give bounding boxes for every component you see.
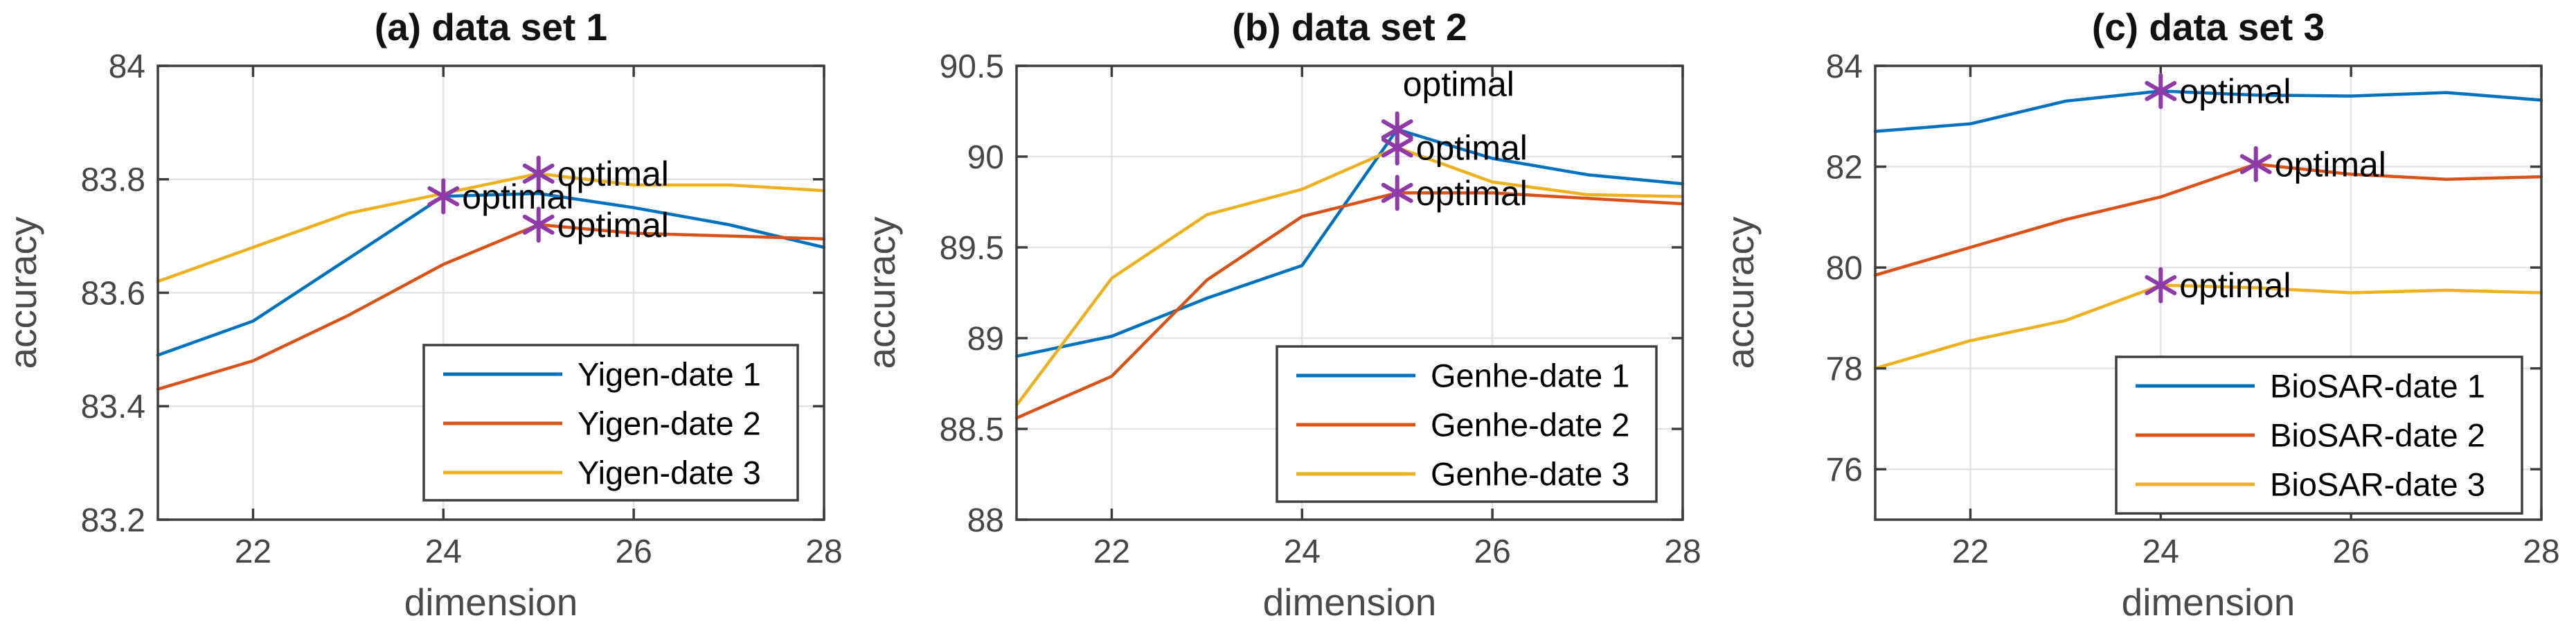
y-tick-label: 83.8 (81, 162, 145, 199)
series-line-biosar-date-1 (1873, 89, 2543, 133)
subplot-title: (a) data set 1 (375, 6, 607, 49)
optimal-marker-icon (522, 206, 555, 243)
x-tick-label: 26 (2332, 534, 2369, 570)
y-axis-label: accuracy (860, 216, 903, 369)
series-line-genhe-date-2 (1014, 191, 1685, 420)
y-tick-label: 80 (1826, 250, 1863, 287)
y-tick-label: 90 (967, 139, 1004, 176)
optimal-marker-icon (2145, 267, 2177, 303)
y-tick-label: 88.5 (940, 412, 1004, 448)
y-tick-label: 90.5 (940, 49, 1004, 85)
optimal-marker-icon (427, 178, 460, 215)
y-tick-label: 84 (1826, 49, 1863, 85)
y-tick-label: 82 (1826, 149, 1863, 186)
x-tick-label: 28 (805, 534, 842, 570)
axes-box (1015, 64, 1684, 521)
legend-entry-label: Genhe-date 3 (1431, 455, 1629, 492)
x-axis-label: dimension (404, 581, 578, 624)
optimal-marker-icon (522, 155, 555, 192)
legend-entry-label: Genhe-date 2 (1431, 406, 1629, 443)
subplot-title: (c) data set 3 (2092, 6, 2325, 49)
optimal-label: optimal (557, 155, 669, 193)
optimal-label: optimal (2179, 266, 2291, 305)
y-axis-label: accuracy (1719, 216, 1762, 369)
series-line-biosar-date-2 (1873, 162, 2543, 277)
series-line-genhe-date-1 (1014, 127, 1685, 358)
x-tick-label: 26 (1474, 534, 1510, 570)
y-tick-label: 89.5 (940, 230, 1004, 267)
x-axis-label: dimension (1263, 581, 1437, 624)
y-tick-label: 78 (1826, 351, 1863, 387)
optimal-label: optimal (1416, 174, 1528, 213)
optimal-label: optimal (2179, 72, 2291, 111)
optimal-label: optimal (2275, 145, 2386, 184)
legend-entry-label: BioSAR-date 3 (2270, 466, 2485, 502)
y-tick-label: 76 (1826, 452, 1863, 488)
x-tick-label: 22 (1093, 534, 1130, 570)
x-tick-label: 22 (1952, 534, 1989, 570)
legend-entry-label: Genhe-date 1 (1431, 357, 1629, 394)
x-tick-label: 24 (2143, 534, 2179, 570)
y-tick-label: 83.2 (81, 502, 145, 539)
y-tick-label: 83.4 (81, 389, 145, 425)
subplot-b-canvas: 22 24 26 28 88 88.5 89 89.5 90 90.5 (b) data set 2… (860, 6, 1701, 624)
optimal-label: optimal (557, 206, 669, 245)
optimal-marker-icon (1381, 175, 1413, 211)
optimal-marker-icon (1381, 129, 1413, 166)
y-tick-label: 84 (109, 49, 145, 85)
subplot-c-canvas: 22 24 26 28 76 78 80 82 84 (c) data set 3 dimensio… (1719, 6, 2560, 624)
legend-entry-label: Yigen-date 1 (578, 355, 761, 392)
optimal-label: optimal (462, 177, 573, 216)
optimal-label: optimal (1416, 128, 1528, 167)
legend-entry-label: BioSAR-date 1 (2270, 367, 2485, 404)
x-tick-label: 24 (425, 534, 462, 570)
series-line-yigen-date-1 (156, 191, 826, 357)
y-tick-label: 83.6 (81, 275, 145, 312)
legend-entry-label: Yigen-date 2 (578, 405, 761, 441)
x-tick-label: 28 (2523, 534, 2559, 570)
y-axis-label: accuracy (1, 216, 44, 369)
subplot-a-data-set-1: 22 24 26 28 83.2 83.4 83.6 83.8 84 (a) data set 1… (0, 0, 859, 643)
series-line-biosar-date-3 (1873, 283, 2543, 370)
subplot-c-data-set-3: 22 24 26 28 76 78 80 82 84 (c) data set 3 dimensio… (1717, 0, 2576, 643)
x-tick-label: 28 (1664, 534, 1701, 570)
y-tick-label: 88 (967, 502, 1004, 539)
x-tick-label: 26 (615, 534, 652, 570)
x-axis-label: dimension (2122, 581, 2296, 624)
x-tick-label: 24 (1284, 534, 1321, 570)
optimal-label: optimal (1403, 65, 1514, 104)
series-line-yigen-date-2 (156, 223, 826, 391)
y-tick-label: 89 (967, 321, 1004, 358)
optimal-marker-icon (2145, 73, 2177, 109)
axes-box (1874, 64, 2543, 521)
subplot-title: (b) data set 2 (1232, 6, 1467, 49)
x-tick-label: 22 (235, 534, 271, 570)
series-line-yigen-date-3 (156, 172, 826, 283)
optimal-marker-icon (2239, 146, 2272, 182)
legend-entry-label: Yigen-date 3 (578, 454, 761, 491)
subplot-a-canvas: 22 24 26 28 83.2 83.4 83.6 83.8 84 (a) data set 1… (1, 6, 843, 624)
legend-entry-label: BioSAR-date 2 (2270, 416, 2485, 453)
series-line-genhe-date-3 (1014, 146, 1685, 407)
subplot-b-data-set-2: 22 24 26 28 88 88.5 89 89.5 90 90.5 (b) data set 2… (859, 0, 1717, 643)
